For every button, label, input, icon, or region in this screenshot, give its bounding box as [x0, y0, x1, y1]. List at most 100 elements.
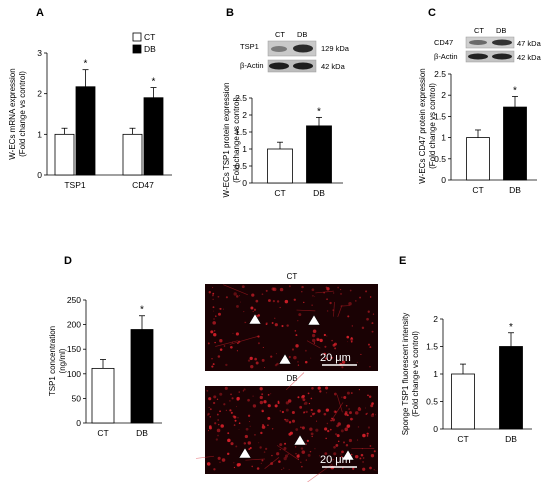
fluorescent-spot — [222, 308, 224, 310]
fluorescent-spot — [285, 418, 289, 423]
chart-panel-b: 00.511.522.5W-ECs TSP1 protein expressio… — [222, 83, 343, 198]
fluorescent-spot — [232, 332, 234, 334]
fluorescent-spot — [247, 441, 251, 445]
fluorescent-spot — [319, 338, 323, 343]
fluorescent-spot — [236, 463, 241, 467]
fluorescent-spot — [341, 450, 344, 454]
fluorescent-spot — [287, 399, 292, 403]
fluorescent-spot — [340, 429, 344, 433]
fluorescent-spot — [256, 467, 260, 470]
fluorescent-spot — [251, 293, 255, 297]
fluorescent-spot — [240, 301, 241, 303]
panel-b-bar-ct — [267, 148, 293, 184]
fluorescent-spot — [309, 427, 313, 431]
fluorescent-spot — [315, 420, 318, 422]
panel-d-bar-ct — [91, 367, 115, 424]
scale-bar-bottom-label: 20 μm — [320, 454, 351, 466]
panel-a-y-tick-label: 3 — [37, 48, 42, 58]
fluorescent-spot — [299, 405, 303, 409]
panel-e-y-tick-label: 1 — [433, 369, 438, 379]
panel-a-y-axis-label: W-ECs mRNA expression(Fold change vs con… — [8, 68, 27, 159]
blot-b-protein-actin: β-Actin — [240, 61, 264, 70]
fluorescent-spot — [212, 292, 215, 295]
fluorescent-spot — [340, 289, 342, 291]
fluorescent-spot — [261, 293, 264, 296]
fluorescent-spot — [265, 289, 268, 292]
fluorescent-spot — [219, 410, 221, 413]
fluorescent-spot — [235, 406, 238, 408]
fluorescent-spot — [352, 418, 354, 420]
fluorescent-spot — [244, 321, 246, 324]
panel-b-y-tick-label: 2 — [242, 110, 247, 120]
fluorescent-spot — [211, 294, 214, 297]
panel-a-y-tick-label: 0 — [37, 170, 42, 180]
fluorescent-spot — [372, 313, 375, 315]
panel-a-significance-star: * — [84, 59, 88, 70]
fluorescent-spot — [369, 445, 372, 447]
blot-c-size-actin: 42 kDa — [517, 53, 542, 62]
fluorescent-spot — [259, 387, 263, 391]
panel-b-y-tick-label: 0 — [242, 178, 247, 188]
fluorescent-spot — [313, 342, 316, 344]
fluorescent-spot — [315, 428, 319, 432]
blot-c-lane-db: DB — [496, 26, 506, 35]
fluorescent-spot — [254, 434, 256, 436]
fluorescent-spot — [284, 454, 289, 458]
blot-b-protein-tsp1: TSP1 — [240, 42, 259, 51]
fluorescent-spot — [213, 395, 217, 399]
fluorescent-spot — [347, 315, 350, 318]
panel-b-y-axis-label-line: W-ECs TSP1 protein expression — [222, 83, 231, 198]
fluorescent-spot — [252, 404, 257, 408]
fluorescent-spot — [368, 343, 370, 346]
fluorescent-spot — [223, 403, 226, 406]
fluorescent-spot — [362, 433, 366, 438]
fluorescent-spot — [233, 424, 236, 426]
fluorescent-spot — [229, 409, 232, 412]
panel-d-x-tick-label: DB — [136, 428, 148, 438]
fluorescent-spot — [360, 353, 362, 355]
fluorescent-spot — [274, 323, 278, 327]
chart-panel-c: 00.511.522.5W-ECs CD47 protein expressio… — [418, 68, 537, 195]
fluorescent-spot — [247, 359, 251, 362]
western-blot-c: CT DB CD47 β-Actin 47 kDa 42 kDa — [434, 26, 542, 63]
panel-a-y-tick-label: 1 — [37, 129, 42, 139]
panel-e-bar-ct — [451, 373, 475, 430]
fluorescent-spot — [319, 455, 321, 457]
fluorescent-spot — [274, 317, 276, 320]
fluorescent-spot — [271, 287, 275, 291]
fluorescent-spot — [301, 291, 303, 293]
fluorescent-spot — [293, 355, 297, 360]
panel-a-y-axis-label-line: W-ECs mRNA expression — [8, 68, 17, 159]
fluorescent-spot — [369, 346, 372, 349]
fluorescent-spot — [238, 422, 241, 424]
panel-c-y-axis-label-line: W-ECs CD47 protein expression — [418, 68, 427, 183]
fluorescent-spot — [208, 291, 211, 294]
panel-e-y-axis-label: Sponge TSP1 fluorescent intensity(Fold c… — [401, 313, 420, 436]
panel-a-legend-swatch — [132, 32, 142, 42]
fluorescent-spot — [235, 295, 239, 298]
fluorescent-spot — [271, 454, 273, 457]
fluorescent-spot — [249, 421, 251, 423]
fluorescent-spot — [207, 412, 210, 416]
fluorescent-spot — [307, 392, 310, 395]
fluorescent-spot — [371, 412, 375, 416]
fluorescent-spot — [212, 363, 215, 366]
fluorescent-spot — [300, 461, 302, 464]
fluorescent-spot — [371, 402, 374, 405]
fluorescent-spot — [344, 427, 349, 432]
blot-b-band-actin-ct — [269, 62, 289, 70]
panel-a-bar-db — [75, 86, 96, 176]
fluorescent-spot — [355, 300, 357, 302]
fluorescent-spot — [263, 366, 265, 369]
fluorescent-spot — [326, 422, 329, 425]
fluorescent-spot — [249, 356, 253, 361]
fluorescent-spot — [304, 401, 308, 405]
fluorescent-spot — [374, 414, 376, 416]
fluorescent-spot — [293, 298, 296, 301]
fluorescent-spot — [216, 398, 219, 401]
fluorescent-spot — [245, 427, 249, 431]
fluorescent-spot — [350, 340, 353, 343]
fluorescent-spot — [354, 454, 359, 459]
fluorescent-spot — [230, 393, 232, 396]
fluorescent-spot — [221, 458, 226, 462]
